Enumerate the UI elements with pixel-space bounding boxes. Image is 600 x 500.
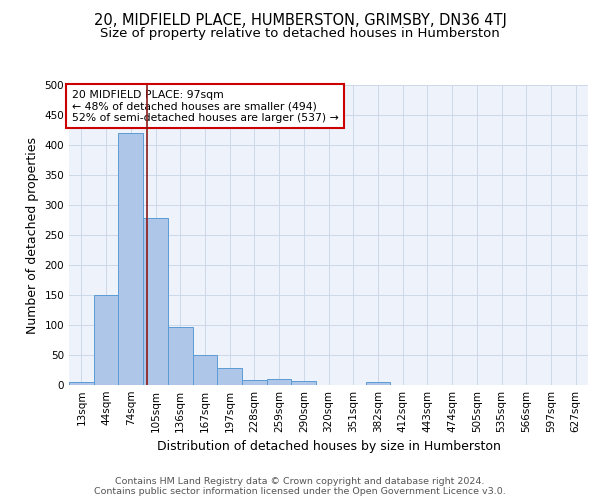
Bar bbox=[292, 381, 316, 385]
Y-axis label: Number of detached properties: Number of detached properties bbox=[26, 136, 39, 334]
Text: 20, MIDFIELD PLACE, HUMBERSTON, GRIMSBY, DN36 4TJ: 20, MIDFIELD PLACE, HUMBERSTON, GRIMSBY,… bbox=[94, 12, 506, 28]
Bar bbox=[118, 133, 143, 385]
Bar bbox=[94, 295, 118, 385]
Text: 20 MIDFIELD PLACE: 97sqm
← 48% of detached houses are smaller (494)
52% of semi-: 20 MIDFIELD PLACE: 97sqm ← 48% of detach… bbox=[71, 90, 338, 122]
Bar bbox=[242, 380, 267, 385]
Text: Size of property relative to detached houses in Humberston: Size of property relative to detached ho… bbox=[100, 28, 500, 40]
X-axis label: Distribution of detached houses by size in Humberston: Distribution of detached houses by size … bbox=[157, 440, 500, 454]
Bar bbox=[193, 355, 217, 385]
Bar bbox=[217, 368, 242, 385]
Bar bbox=[69, 382, 94, 385]
Bar bbox=[143, 218, 168, 385]
Bar bbox=[168, 328, 193, 385]
Bar bbox=[365, 382, 390, 385]
Text: Contains HM Land Registry data © Crown copyright and database right 2024.
Contai: Contains HM Land Registry data © Crown c… bbox=[94, 476, 506, 496]
Bar bbox=[267, 379, 292, 385]
